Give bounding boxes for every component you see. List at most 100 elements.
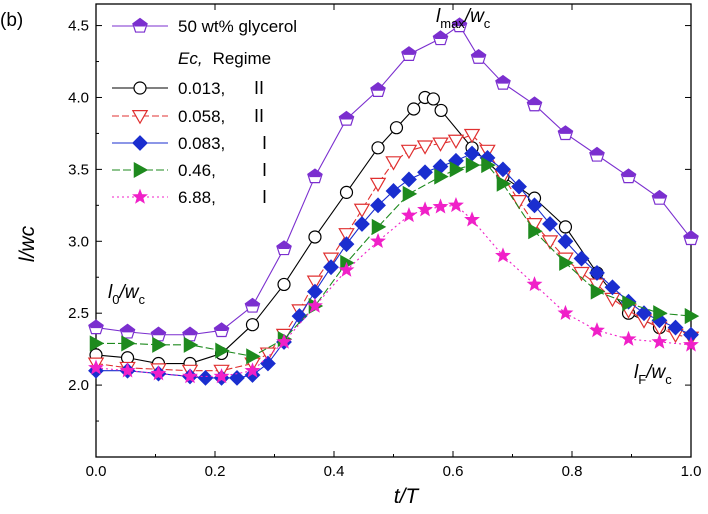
data-point	[542, 216, 558, 232]
y-tick-label: 2.5	[68, 305, 89, 322]
axis-ticks: 0.0 0.2 0.4 0.6 0.8 1.0 2.0 2.5 3.0 3.5 4.0 4.5	[68, 4, 701, 480]
series-line	[95, 204, 692, 378]
data-point	[306, 275, 324, 290]
x-axis-title: t/T	[394, 485, 421, 508]
legend-label: 0.46,	[178, 161, 216, 180]
data-point	[385, 156, 402, 171]
legend-regime: I	[262, 133, 267, 153]
data-point	[401, 46, 417, 62]
data-point	[526, 197, 543, 214]
data-point	[589, 146, 605, 162]
data-point	[434, 168, 449, 185]
data-point	[371, 218, 387, 235]
data-point	[307, 168, 323, 184]
y-tick-label: 4.0	[68, 89, 89, 106]
data-point	[465, 157, 481, 174]
series-0	[88, 17, 699, 342]
data-point	[339, 185, 354, 199]
data-point	[434, 103, 448, 118]
data-point	[370, 197, 386, 214]
data-point	[400, 144, 418, 160]
legend-label: 0.083,	[178, 134, 225, 153]
data-point	[449, 161, 465, 178]
annotation-lmax: lmax/wc	[436, 6, 491, 31]
data-point	[88, 319, 104, 335]
data-point	[573, 250, 590, 267]
legend-marker	[132, 135, 148, 151]
data-point	[401, 207, 417, 223]
data-point	[651, 189, 668, 205]
data-point	[558, 220, 573, 234]
data-point	[307, 283, 323, 300]
data-point	[417, 164, 433, 181]
data-point	[276, 240, 292, 256]
data-point	[464, 211, 480, 227]
panel-label: (b)	[0, 10, 23, 31]
data-point	[448, 196, 464, 213]
series-line	[95, 96, 660, 365]
data-point	[526, 96, 543, 112]
data-point	[557, 125, 574, 141]
x-tick-label: 0.8	[562, 463, 583, 480]
data-point	[152, 336, 167, 353]
legend-label: 6.88,	[178, 188, 216, 207]
data-point	[370, 232, 386, 249]
data-point	[651, 333, 668, 349]
legend-item: 0.013, II	[112, 78, 264, 98]
data-point	[353, 203, 371, 219]
data-point	[495, 247, 511, 263]
data-point	[338, 228, 355, 243]
data-point	[528, 223, 543, 240]
data-point	[451, 17, 468, 33]
x-tick-label: 0.2	[205, 463, 226, 480]
data-point	[182, 368, 198, 384]
data-point	[684, 308, 700, 325]
data-point	[371, 141, 385, 155]
data-point	[432, 198, 449, 214]
data-point	[636, 305, 652, 322]
series-3	[88, 145, 699, 386]
series-5	[88, 196, 699, 384]
data-point	[589, 322, 605, 338]
legend-marker	[132, 17, 148, 33]
data-point	[653, 305, 668, 322]
data-point	[338, 110, 355, 126]
data-point	[559, 254, 574, 271]
data-point	[389, 121, 404, 135]
legend-item: 0.058, II	[112, 106, 264, 126]
data-point	[245, 318, 260, 332]
data-point	[417, 201, 433, 217]
data-point	[620, 330, 637, 346]
data-point	[150, 365, 167, 381]
data-point	[213, 368, 230, 384]
data-point	[229, 369, 245, 386]
legend-regime: I	[262, 187, 267, 207]
data-point	[369, 177, 387, 193]
data-point	[370, 82, 386, 97]
y-tick-label: 4.5	[68, 18, 89, 35]
legend-item: 0.083, I	[112, 133, 267, 153]
data-point	[246, 348, 261, 365]
legend-label: 50 wt% glycerol	[178, 17, 297, 36]
x-tick-label: 1.0	[681, 463, 702, 480]
data-point	[338, 236, 355, 253]
data-point	[260, 355, 276, 372]
y-tick-label: 3.0	[68, 233, 89, 250]
data-point	[385, 183, 402, 199]
data-point	[511, 178, 527, 195]
legend-marker	[132, 188, 148, 204]
data-point	[121, 335, 136, 352]
x-tick-label: 0.4	[324, 463, 345, 480]
legend-regime: I	[262, 160, 267, 180]
data-point	[88, 359, 104, 375]
y-tick-label: 3.5	[68, 161, 89, 178]
data-point	[183, 336, 199, 353]
data-point	[119, 323, 136, 339]
data-point	[526, 276, 543, 292]
data-point	[276, 333, 292, 349]
legend-item: 6.88, I	[112, 187, 267, 207]
x-tick-label: 0.0	[86, 463, 107, 480]
data-point	[510, 195, 528, 210]
x-tick-label: 0.6	[443, 463, 464, 480]
